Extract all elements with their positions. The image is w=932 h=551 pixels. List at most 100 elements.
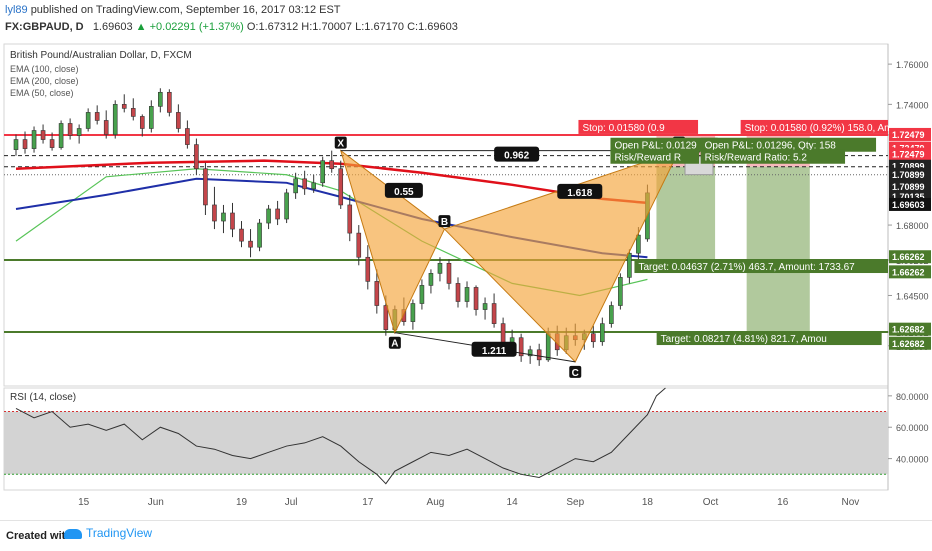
candle-body: [455, 283, 461, 302]
candle-body: [158, 91, 163, 107]
price-change: +0.02291 (+1.37%): [149, 21, 244, 33]
candle-body: [85, 112, 91, 129]
price-axis-tag-label: 1.70899: [892, 182, 925, 192]
price-axis-tag-label: 1.70899: [892, 170, 925, 180]
x-tick-label: 19: [236, 497, 248, 508]
open-value: O:1.67312: [246, 21, 299, 33]
x-tick-label: 18: [642, 497, 654, 508]
x-tick-label: Nov: [841, 497, 859, 508]
x-tick-label: Jul: [285, 497, 298, 508]
candle-body: [518, 337, 524, 357]
candle-body: [591, 333, 596, 343]
candle-body: [230, 212, 235, 230]
ratio-badge: [494, 146, 540, 162]
created-with-text: Created with: [6, 530, 73, 542]
ratio-badge: [471, 341, 517, 357]
candle-body: [329, 160, 335, 170]
y-tick-label: 1.76000: [896, 60, 929, 70]
pattern-point-label: C: [572, 368, 579, 379]
ratio-label: 1.618: [567, 188, 592, 199]
ratio-label: 1.211: [482, 346, 507, 357]
candle-body: [446, 262, 452, 284]
published-text: published on TradingView.com, September …: [30, 4, 341, 16]
ohlc-line: FX:GBPAUD, D 1.69603 ▲ +0.02291 (+1.37%)…: [5, 21, 458, 33]
price-axis-tag-label: 1.66262: [892, 267, 925, 277]
indicator-legend: EMA (50, close): [10, 88, 74, 98]
rsi-tick-label: 60.0000: [896, 423, 929, 433]
candle-body: [139, 116, 145, 129]
x-tick-label: 17: [362, 497, 374, 508]
price-axis-tag-label: 1.70899: [892, 162, 925, 172]
price-axis-tag: [889, 322, 931, 336]
candle-body: [419, 285, 425, 304]
tradingview-link[interactable]: TradingView: [64, 526, 152, 540]
candle-body: [410, 303, 416, 322]
candle-body: [356, 232, 362, 258]
price-axis-tag: [889, 336, 931, 350]
candle-body: [40, 130, 46, 140]
candle-body: [383, 305, 389, 330]
indicator-legend: EMA (200, close): [10, 76, 79, 86]
candle-body: [203, 168, 208, 206]
risk-reward-label: Risk/Reward R: [614, 153, 681, 164]
x-tick-label: 15: [78, 497, 90, 508]
ratio-label: 0.55: [394, 187, 414, 198]
candle-body: [239, 228, 244, 242]
rsi-tick-label: 80.0000: [896, 392, 929, 402]
candle-body: [112, 104, 118, 135]
y-tick-label: 1.68000: [896, 221, 929, 231]
candle-body: [338, 168, 344, 206]
candle-body: [482, 303, 488, 310]
candle-body: [627, 252, 632, 278]
x-tick-label: Aug: [427, 497, 445, 508]
price-axis-tag: [889, 179, 931, 193]
candle-body: [545, 333, 551, 361]
price-axis-tag: [889, 250, 931, 264]
high-value: H:1.70007: [301, 21, 353, 33]
candle-body: [536, 349, 542, 361]
target-zone: [746, 166, 810, 333]
open-pnl-label: Open P&L: 0.0129: [614, 141, 697, 152]
price-axis-tag-label: 1.62682: [892, 325, 925, 335]
author-link[interactable]: lyl89: [5, 4, 28, 16]
risk-reward-label: Risk/Reward Ratio: 5.2: [705, 153, 808, 164]
candle-body: [600, 323, 605, 343]
price-chart[interactable]: 15 Jun 19 Jul 17 Aug 14 Sep 18 Oct 16 Nov 1.76000 1.7…: [0, 40, 932, 520]
candle-body: [31, 130, 37, 149]
candle-body: [130, 108, 136, 117]
target-label: Target: 0.08217 (4.81%) 821.7, Amou: [661, 334, 827, 345]
candle-body: [284, 192, 289, 220]
target-zone: [656, 166, 716, 261]
open-pnl-label-bg: [700, 137, 877, 152]
price-axis-tag: [889, 197, 931, 211]
candle-body: [22, 139, 28, 149]
tradingview-logo-icon: [64, 528, 82, 539]
x-tick-label: Sep: [566, 497, 584, 508]
candle-body: [428, 273, 434, 286]
pattern-point-label: B: [441, 217, 448, 228]
target-label-bg: [656, 331, 882, 346]
candle-body: [473, 287, 479, 310]
candle-body: [176, 112, 181, 129]
x-tick-label: Jun: [148, 497, 164, 508]
close-value: C:1.69603: [407, 21, 458, 33]
x-tick-label: 16: [777, 497, 789, 508]
candle-body: [121, 104, 127, 109]
candle-body: [527, 349, 533, 357]
stop-label-bg: [578, 119, 699, 134]
candle-body: [76, 128, 82, 136]
open-pnl-label-bg: [610, 137, 718, 152]
publish-line: lyl89 published on TradingView.com, Sept…: [5, 4, 341, 16]
candle-body: [618, 277, 623, 306]
candle-body: [194, 144, 199, 170]
stop-label: Stop: 0.01580 (0.9: [582, 123, 665, 134]
y-tick-label: 1.64500: [896, 291, 929, 301]
price-axis-tag-label: 1.69603: [892, 200, 925, 210]
candle-body: [13, 139, 19, 150]
pattern-point-label: X: [337, 139, 344, 150]
price-axis-tag-label: 1.72479: [892, 130, 925, 140]
symbol-label: FX:GBPAUD, D: [5, 21, 84, 33]
tradingview-brand: TradingView: [86, 526, 153, 540]
candle-body: [293, 178, 298, 194]
price-axis-tag: [889, 167, 931, 181]
